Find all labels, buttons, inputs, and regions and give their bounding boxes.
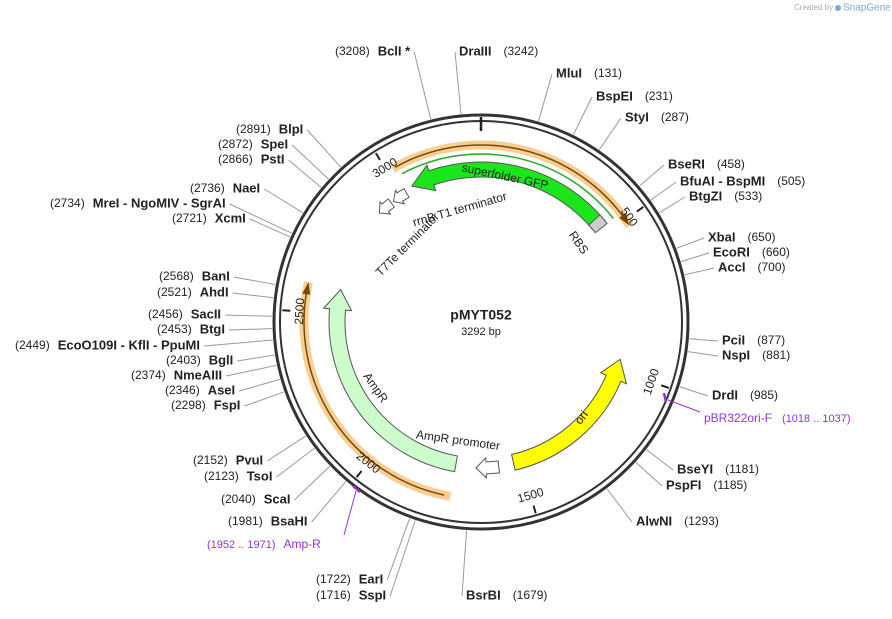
- enzyme-name: BsaHI: [271, 513, 308, 528]
- enzyme-position: (1293): [684, 514, 719, 528]
- enzyme-position: (2346): [165, 383, 200, 397]
- plasmid-length: 3292 bp: [461, 326, 501, 338]
- enzyme-position: (2152): [193, 453, 228, 467]
- enzyme-name: DrdI: [712, 387, 738, 402]
- credit-brand: SnapGene: [843, 3, 891, 14]
- enzyme-position: (877): [757, 333, 785, 347]
- enzyme-name: SspI: [359, 587, 386, 602]
- enzyme-position: (2456): [148, 307, 183, 321]
- enzyme-position: (287): [661, 110, 689, 124]
- enzyme-name: BclI *: [378, 43, 411, 58]
- credit-logo: [835, 5, 841, 11]
- enzyme-position: (700): [757, 260, 785, 274]
- enzyme-name: BanI: [202, 268, 230, 283]
- enzyme-position: (2568): [159, 269, 194, 283]
- enzyme-position: (3242): [504, 44, 539, 58]
- enzyme-name: EarI: [359, 571, 384, 586]
- enzyme-name: TsoI: [247, 468, 273, 483]
- enzyme-position: (458): [717, 157, 745, 171]
- enzyme-position: (2374): [131, 368, 166, 382]
- enzyme-name: BlpI: [279, 121, 304, 136]
- enzyme-name: BtgZI: [689, 188, 722, 203]
- enzyme-position: (1722): [316, 572, 351, 586]
- enzyme-name: EcoRI: [713, 244, 750, 259]
- tick-label: 2500: [292, 297, 308, 325]
- enzyme-name: BseRI: [668, 156, 705, 171]
- enzyme-position: (2736): [190, 181, 225, 195]
- enzyme-name: PspFI: [666, 477, 701, 492]
- enzyme-name: PstI: [261, 151, 285, 166]
- enzyme-position: (1981): [228, 514, 263, 528]
- primer-name: pBR322ori-F: [704, 411, 772, 425]
- enzyme-position: (2521): [157, 285, 192, 299]
- enzyme-position: (2453): [157, 322, 192, 336]
- enzyme-position: (881): [762, 348, 790, 362]
- enzyme-position: (231): [645, 89, 673, 103]
- enzyme-position: (3208): [335, 44, 370, 58]
- enzyme-position: (2123): [204, 469, 239, 483]
- enzyme-position: (131): [594, 66, 622, 80]
- enzyme-name: BfuAI - BspMI: [680, 173, 765, 188]
- enzyme-position: (2721): [172, 211, 207, 225]
- enzyme-name: MreI - NgoMIV - SgrAI: [93, 195, 226, 210]
- plasmid-name: pMYT052: [450, 307, 512, 323]
- enzyme-name: BtgI: [200, 321, 225, 336]
- enzyme-position: (2403): [166, 353, 201, 367]
- enzyme-name: NaeI: [233, 180, 260, 195]
- enzyme-name: ScaI: [264, 491, 291, 506]
- enzyme-position: (2866): [218, 152, 253, 166]
- enzyme-position: (650): [747, 230, 775, 244]
- enzyme-name: StyI: [625, 109, 649, 124]
- primer-range: (1018 .. 1037): [782, 413, 851, 425]
- enzyme-name: BglI: [209, 352, 234, 367]
- enzyme-position: (660): [762, 245, 790, 259]
- enzyme-position: (2734): [50, 196, 85, 210]
- enzyme-name: FspI: [214, 397, 241, 412]
- enzyme-name: AccI: [718, 259, 745, 274]
- enzyme-name: AseI: [208, 382, 235, 397]
- enzyme-name: AhdI: [200, 284, 229, 299]
- enzyme-name: DraIII: [459, 43, 492, 58]
- enzyme-position: (1185): [713, 478, 747, 492]
- enzyme-name: BseYI: [677, 461, 713, 476]
- enzyme-name: MluI: [556, 65, 582, 80]
- enzyme-name: XcmI: [215, 210, 246, 225]
- primer-name: Amp-R: [284, 537, 322, 551]
- enzyme-position: (2040): [221, 492, 256, 506]
- enzyme-name: PvuI: [236, 452, 263, 467]
- enzyme-position: (2298): [171, 398, 206, 412]
- enzyme-name: XbaI: [708, 229, 735, 244]
- enzyme-name: SpeI: [261, 136, 288, 151]
- enzyme-position: (2872): [218, 137, 253, 151]
- enzyme-position: (505): [777, 174, 805, 188]
- enzyme-position: (1181): [725, 462, 759, 476]
- enzyme-position: (985): [750, 388, 778, 402]
- enzyme-position: (533): [734, 189, 762, 203]
- enzyme-position: (2449): [15, 338, 50, 352]
- credit-prefix: Created by: [794, 3, 833, 12]
- enzyme-name: SacII: [191, 306, 221, 321]
- enzyme-name: EcoO109I - KflI - PpuMI: [58, 337, 200, 352]
- enzyme-name: BspEI: [596, 88, 633, 103]
- enzyme-name: NspI: [722, 347, 750, 362]
- enzyme-name: AlwNI: [636, 513, 672, 528]
- primer-range: (1952 .. 1971): [207, 539, 276, 551]
- enzyme-position: (1716): [316, 588, 351, 602]
- enzyme-position: (2891): [236, 122, 271, 136]
- enzyme-name: PciI: [722, 332, 745, 347]
- enzyme-name: NmeAIII: [174, 367, 222, 382]
- enzyme-name: BsrBI: [466, 587, 501, 602]
- enzyme-position: (1679): [513, 588, 548, 602]
